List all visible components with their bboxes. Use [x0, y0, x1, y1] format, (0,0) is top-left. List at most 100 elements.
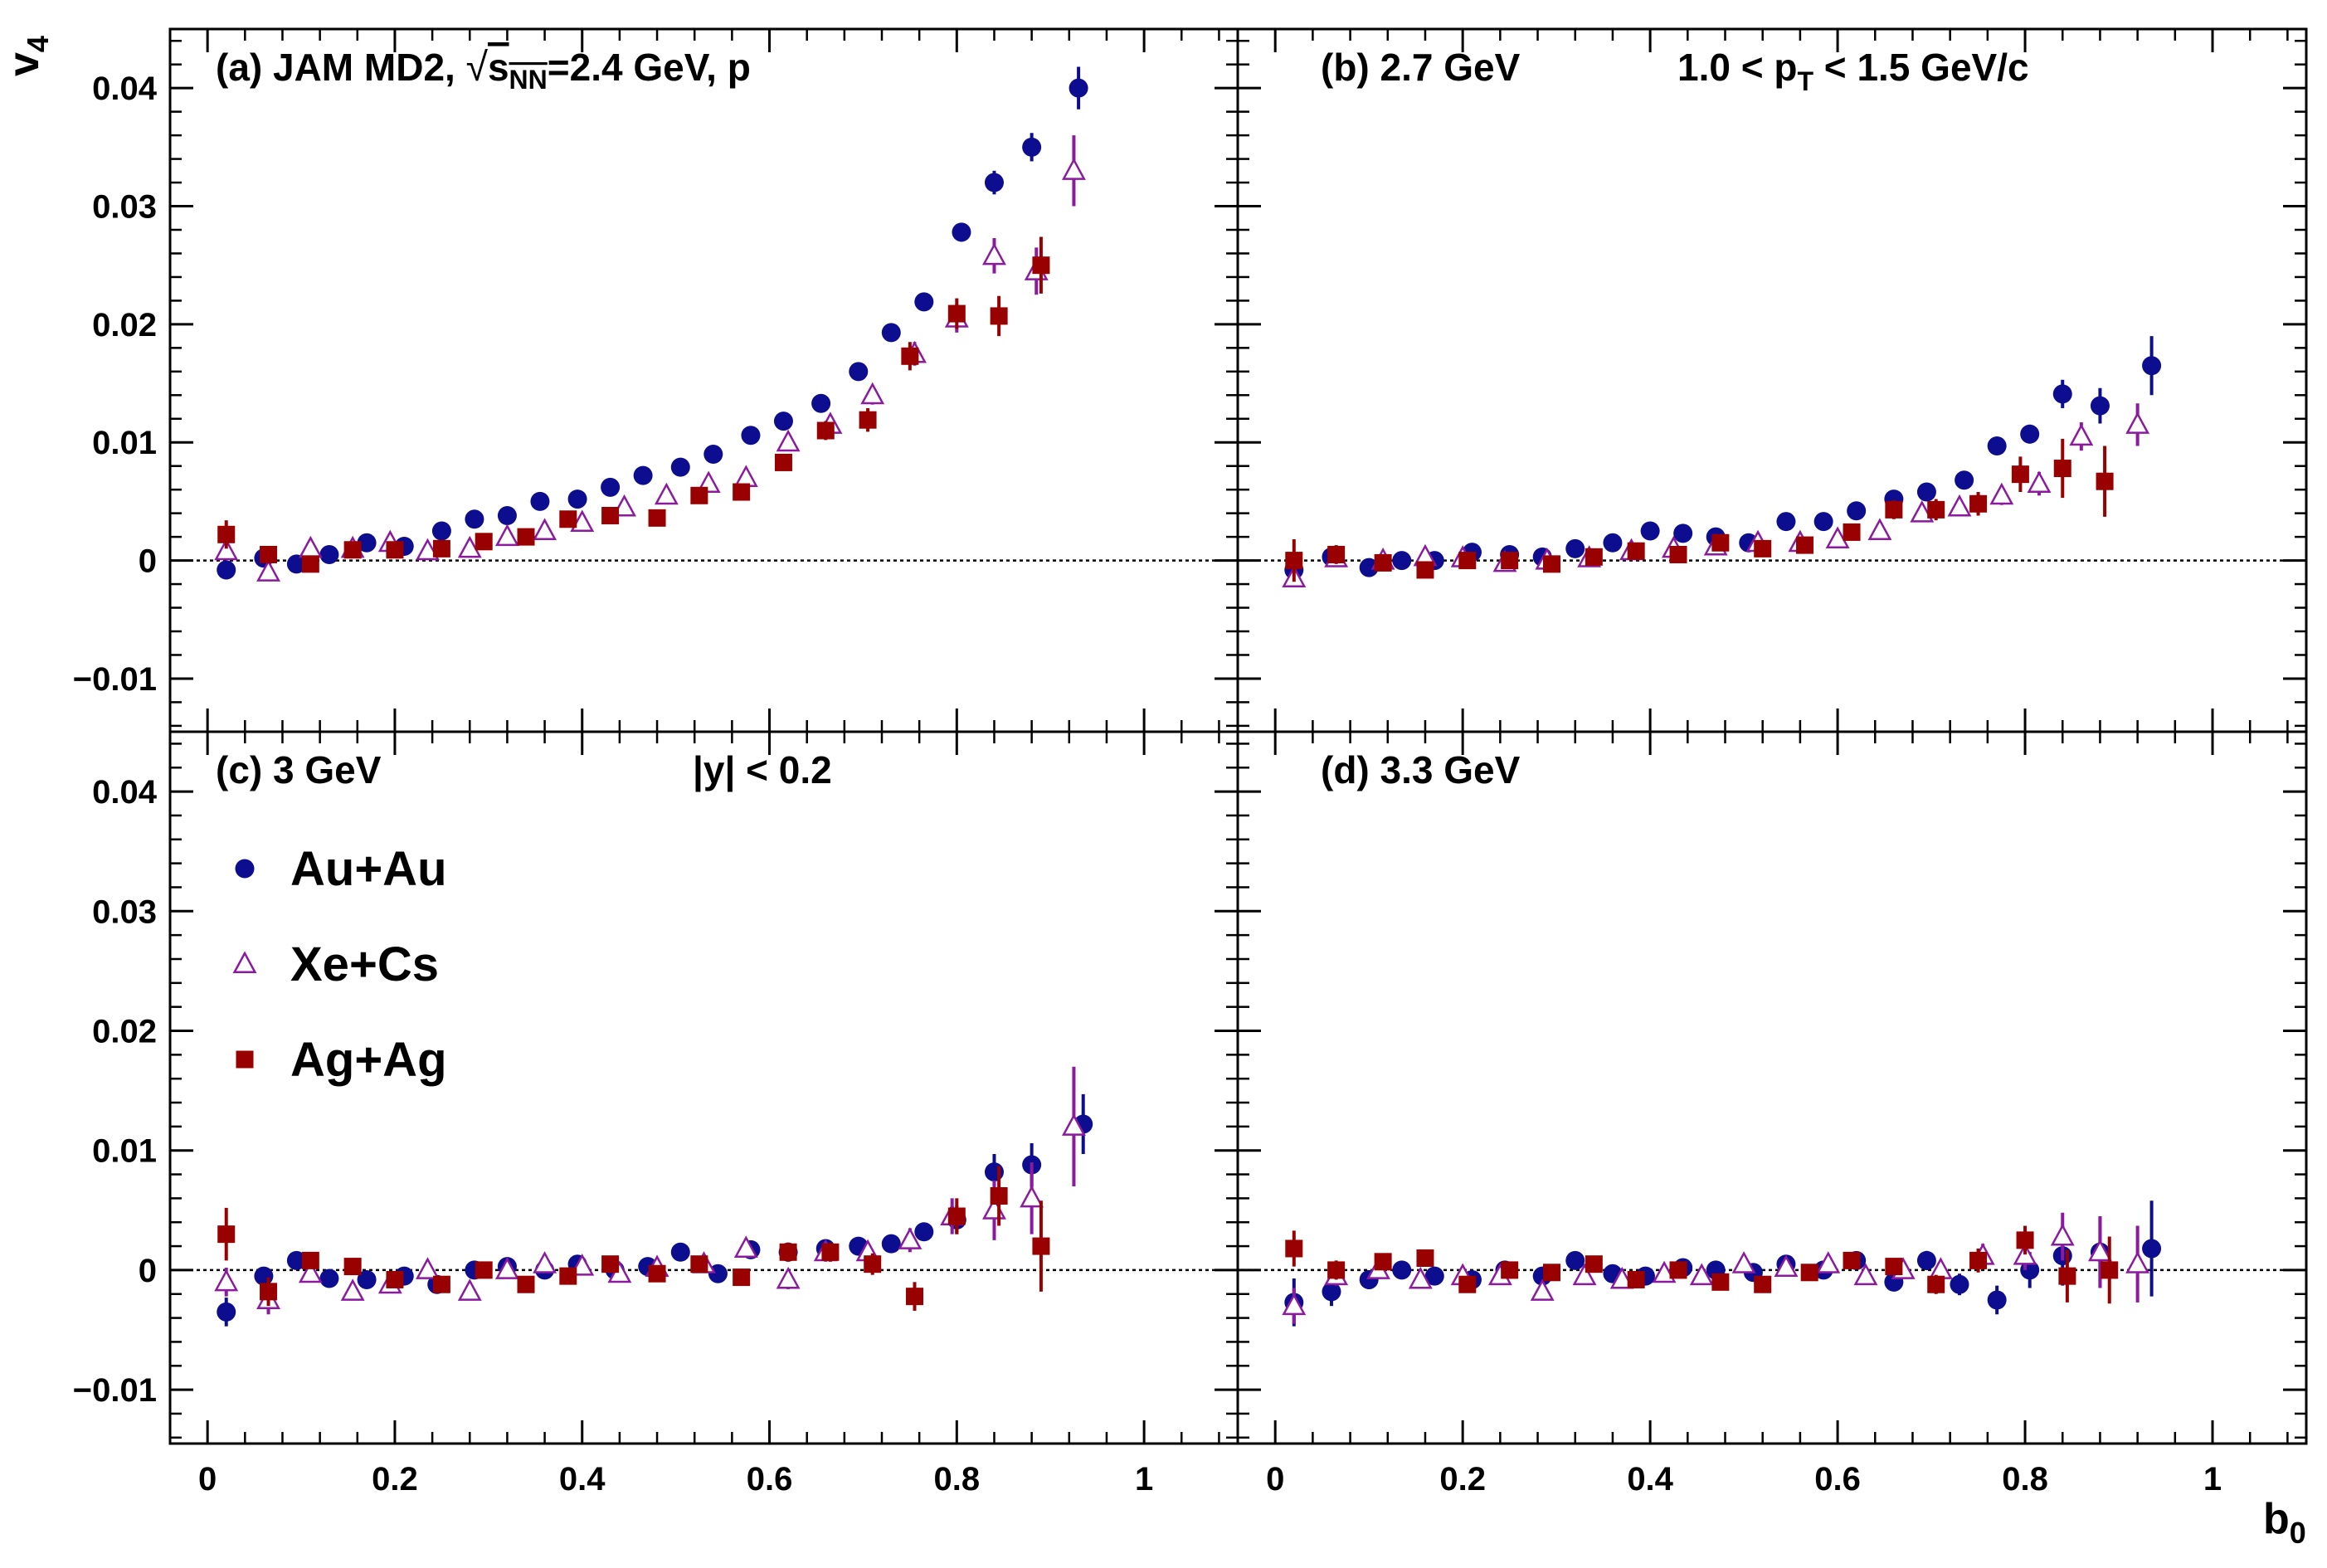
data-point — [457, 535, 482, 558]
data-point — [457, 1278, 482, 1301]
legend-item-xe: Xe+Cs — [232, 937, 439, 991]
data-point — [1987, 436, 2007, 456]
data-point — [670, 1242, 690, 1262]
series-xe — [1282, 403, 2150, 587]
data-point — [570, 1253, 595, 1276]
data-point — [733, 1235, 758, 1258]
panel-d-label: (d) 3.3 GeV — [1321, 748, 1521, 791]
rapidity-range-label: |y| < 0.2 — [693, 748, 832, 791]
data-point — [386, 541, 404, 559]
pt-range-part: 1.0 < p — [1677, 46, 1797, 89]
data-point — [416, 538, 440, 561]
y-tick-label: 0.01 — [92, 1133, 157, 1170]
data-point — [1640, 521, 1660, 541]
data-point — [1885, 1258, 1903, 1276]
series-ag — [1285, 1225, 2119, 1304]
data-point — [1987, 1290, 2007, 1310]
data-point — [431, 521, 451, 541]
data-point — [1669, 1261, 1687, 1279]
data-point — [612, 494, 636, 517]
data-point — [357, 533, 377, 553]
data-point — [1530, 1278, 1555, 1301]
data-point — [301, 555, 319, 573]
data-point — [2052, 384, 2072, 404]
data-point — [2125, 1251, 2150, 1273]
pt-subscript: T — [1797, 66, 1813, 96]
data-point — [601, 506, 620, 524]
data-point — [990, 307, 1008, 325]
data-point — [494, 523, 519, 547]
data-point — [914, 292, 934, 312]
pt-range-label: 1.0 < pT < 1.5 GeV/c — [1677, 46, 2029, 96]
data-point — [1416, 561, 1434, 579]
panel-b-frame — [1236, 27, 2308, 733]
data-point — [733, 483, 751, 501]
data-point — [1061, 158, 1086, 180]
data-point — [690, 1255, 708, 1273]
data-point — [648, 509, 666, 527]
x-tick-label: 0.4 — [559, 1461, 606, 1497]
data-point — [343, 541, 362, 559]
data-point — [517, 528, 535, 546]
x-tick-label: 1 — [2203, 1461, 2222, 1497]
data-point — [1501, 1261, 1519, 1279]
data-point — [533, 518, 557, 540]
y-tick-label: 0.01 — [92, 425, 157, 461]
data-point — [1652, 1260, 1677, 1283]
panel-a-label-part: (a) JAM MD2, — [216, 46, 466, 89]
data-point — [703, 444, 723, 464]
x-tick-label: 0.8 — [934, 1461, 981, 1497]
data-point — [1754, 539, 1772, 558]
data-point — [1061, 1113, 1086, 1136]
data-point — [773, 411, 793, 431]
data-point — [1627, 542, 1645, 560]
data-point — [214, 538, 239, 561]
data-point — [301, 1251, 319, 1269]
data-point — [1285, 552, 1303, 570]
data-point — [1322, 1282, 1341, 1302]
legend-marker-ag — [236, 1050, 254, 1069]
data-point — [1847, 501, 1867, 521]
data-point — [947, 304, 966, 323]
axis-titles: v4 b 0 — [0, 36, 2306, 1550]
data-point — [475, 1261, 493, 1279]
data-point — [1853, 1263, 1878, 1286]
y-axis-title: v4 — [0, 36, 55, 76]
data-point — [849, 362, 869, 382]
data-point — [1754, 1275, 1772, 1293]
y-axis-title-main: v — [0, 52, 48, 76]
data-point — [898, 1227, 923, 1249]
data-point — [2096, 472, 2114, 490]
legend-marker-xe — [232, 951, 257, 973]
legend-item-ag: Ag+Ag — [236, 1033, 447, 1087]
data-point — [1774, 1254, 1799, 1278]
data-point — [340, 1278, 365, 1301]
data-point — [2125, 411, 2150, 434]
data-point — [1989, 482, 2014, 505]
data-point — [1032, 1237, 1050, 1255]
data-point — [1374, 553, 1392, 572]
data-point — [2090, 396, 2110, 416]
data-point — [914, 1222, 934, 1242]
data-point — [286, 1250, 306, 1270]
data-point — [1408, 1266, 1433, 1289]
data-point — [1969, 1251, 1988, 1269]
data-point — [1565, 1250, 1585, 1270]
x-tick-label: 0 — [1266, 1461, 1284, 1497]
data-point — [1374, 1253, 1392, 1271]
x-tick-label: 0.2 — [372, 1461, 418, 1497]
data-point — [1609, 1266, 1634, 1289]
data-point — [570, 509, 595, 533]
data-point — [2027, 470, 2052, 494]
data-point — [1565, 538, 1585, 558]
data-point — [1416, 1249, 1434, 1267]
data-point — [860, 382, 885, 405]
data-point — [1458, 1275, 1477, 1293]
data-point — [984, 173, 1004, 192]
data-point — [811, 393, 831, 413]
x-axis-title-main: b — [2263, 1495, 2290, 1543]
y-tick-label: −0.01 — [73, 661, 157, 698]
data-point — [1950, 1274, 1969, 1294]
series-ag — [217, 1166, 1050, 1311]
data-point — [1867, 518, 1892, 540]
